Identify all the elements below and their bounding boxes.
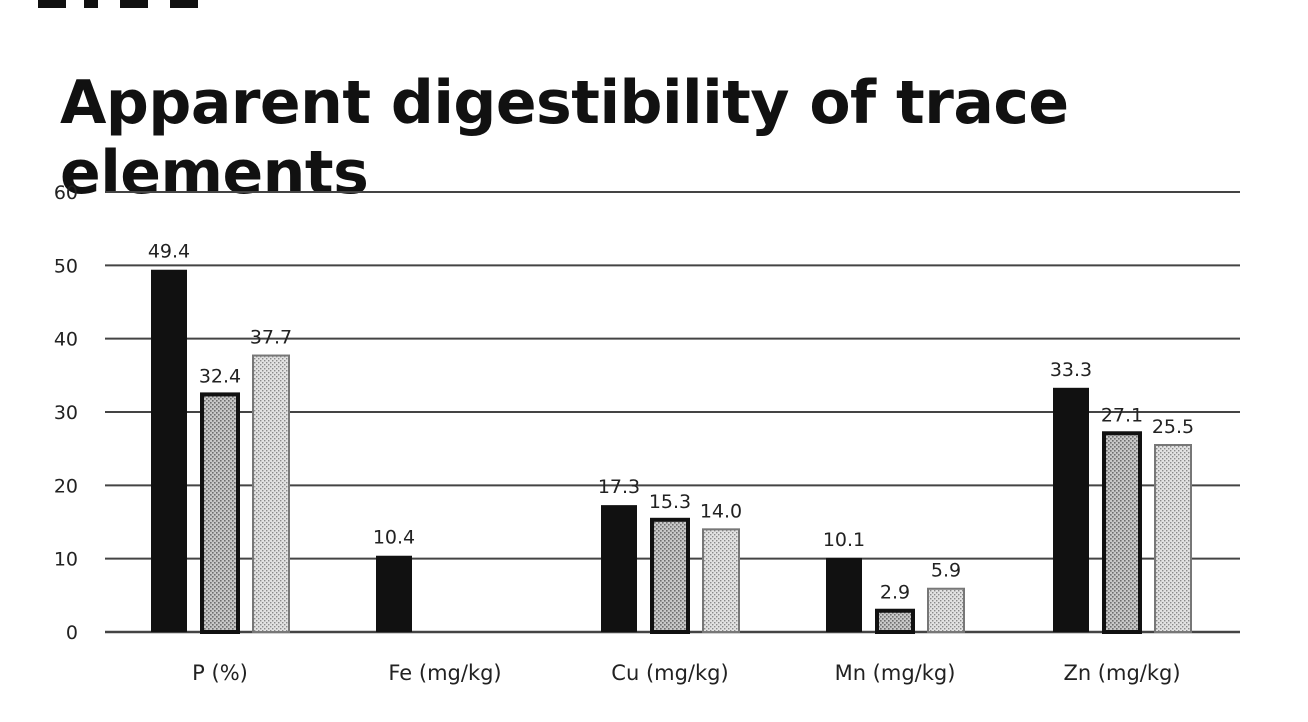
y-tick-label: 40	[54, 329, 78, 351]
bar	[826, 557, 862, 632]
bar	[601, 505, 637, 632]
data-label: 33.3	[1050, 359, 1092, 381]
data-label: 14.0	[700, 500, 742, 522]
y-tick-label: 0	[66, 622, 78, 644]
y-tick-label: 50	[54, 255, 78, 277]
data-label: 32.4	[199, 365, 241, 387]
data-label: 15.3	[649, 491, 691, 513]
chart-title: Apparent digestibility of trace elements	[60, 68, 1069, 208]
data-label: 10.1	[823, 529, 865, 551]
y-tick-label: 10	[54, 549, 78, 571]
data-label: 37.7	[250, 327, 292, 349]
data-label: 27.1	[1101, 404, 1143, 426]
x-tick-label: Zn (mg/kg)	[1063, 661, 1180, 685]
data-label: 2.9	[880, 582, 910, 604]
corner-mark	[0, 0, 210, 12]
bar	[1102, 431, 1142, 634]
bar	[376, 555, 412, 632]
bar	[702, 528, 740, 633]
bar	[927, 587, 965, 634]
bar	[200, 392, 240, 634]
bar	[151, 269, 187, 632]
x-tick-label: P (%)	[192, 661, 248, 685]
y-tick-label: 30	[54, 402, 78, 424]
bar	[650, 517, 690, 634]
x-tick-label: Fe (mg/kg)	[388, 661, 501, 685]
data-label: 5.9	[931, 560, 961, 582]
data-label: 25.5	[1152, 416, 1194, 438]
bar	[875, 608, 915, 635]
bar	[1053, 387, 1089, 632]
x-tick-label: Cu (mg/kg)	[611, 661, 728, 685]
y-tick-label: 60	[54, 182, 78, 204]
bar	[252, 354, 290, 633]
data-label: 49.4	[148, 241, 190, 263]
y-tick-label: 20	[54, 475, 78, 497]
bar	[1154, 444, 1192, 633]
data-label: 10.4	[373, 527, 415, 549]
x-tick-label: Mn (mg/kg)	[835, 661, 956, 685]
data-label: 17.3	[598, 476, 640, 498]
